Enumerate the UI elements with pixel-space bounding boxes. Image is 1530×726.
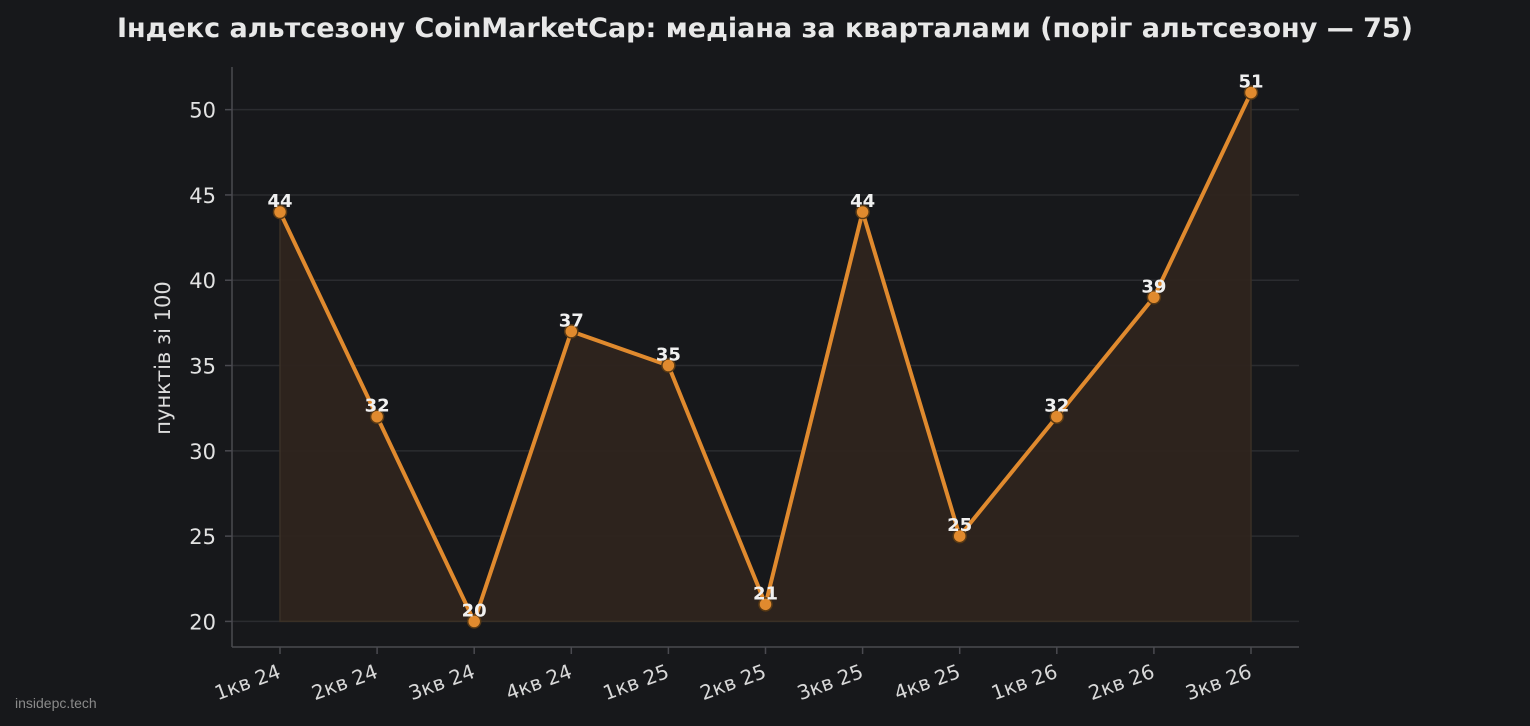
data-point-7 (952, 528, 967, 544)
x-tick-label-3: 4кв 24 (503, 659, 575, 705)
data-label-4: 35 (656, 345, 681, 366)
x-tick-label-1: 2кв 24 (308, 659, 380, 705)
data-point-6 (855, 204, 870, 220)
x-axis-ticks: 1кв 24 2кв 24 3кв 24 4кв 24 1кв 25 2кв 25 3кв … (211, 647, 1255, 705)
x-tick-label-7: 4кв 25 (891, 659, 963, 705)
data-label-5: 21 (753, 583, 778, 604)
y-tick-label-30: 30 (189, 440, 216, 464)
data-point-5 (758, 597, 773, 612)
data-point-10 (1243, 85, 1259, 100)
data-point-9 (1146, 290, 1162, 305)
chart-title: Індекс альтсезону CoinMarketCap: медіана… (117, 13, 1413, 44)
y-tick-label-40: 40 (189, 269, 216, 293)
x-tick-label-4: 1кв 25 (600, 659, 672, 705)
data-label-7: 25 (947, 515, 972, 536)
x-tick-label-5: 2кв 25 (697, 659, 769, 705)
y-tick-label-20: 20 (189, 610, 216, 634)
series-points (272, 85, 1259, 629)
data-label-2: 20 (462, 600, 487, 621)
y-tick-label-45: 45 (189, 184, 216, 208)
y-axis-label: пунктів зі 100 (151, 281, 175, 434)
data-point-2 (466, 614, 482, 629)
data-point-4 (661, 358, 676, 373)
y-axis-ticks: 20 25 30 35 40 45 50 (189, 99, 232, 634)
x-tick-label-9: 2кв 26 (1085, 659, 1157, 705)
x-tick-label-10: 3кв 26 (1182, 659, 1254, 705)
data-label-6: 44 (850, 191, 875, 212)
data-label-8: 32 (1044, 396, 1069, 417)
data-point-0 (272, 204, 288, 220)
x-tick-label-8: 1кв 26 (988, 659, 1060, 705)
data-label-0: 44 (267, 191, 292, 212)
data-labels: 44 32 20 37 35 21 44 25 32 39 51 (267, 72, 1263, 622)
data-label-1: 32 (365, 396, 390, 417)
data-label-10: 51 (1238, 72, 1263, 93)
watermark: insidepc.tech (15, 695, 97, 711)
data-label-9: 39 (1141, 276, 1166, 297)
x-tick-label-0: 1кв 24 (211, 659, 283, 705)
y-tick-label-35: 35 (189, 355, 216, 379)
y-tick-label-50: 50 (189, 99, 216, 123)
x-tick-label-6: 3кв 25 (794, 659, 866, 705)
y-tick-label-25: 25 (189, 525, 216, 549)
data-point-1 (369, 409, 385, 424)
data-point-8 (1049, 409, 1065, 424)
data-point-3 (564, 324, 579, 339)
x-tick-label-2: 3кв 24 (405, 659, 477, 705)
data-label-3: 37 (559, 310, 584, 331)
